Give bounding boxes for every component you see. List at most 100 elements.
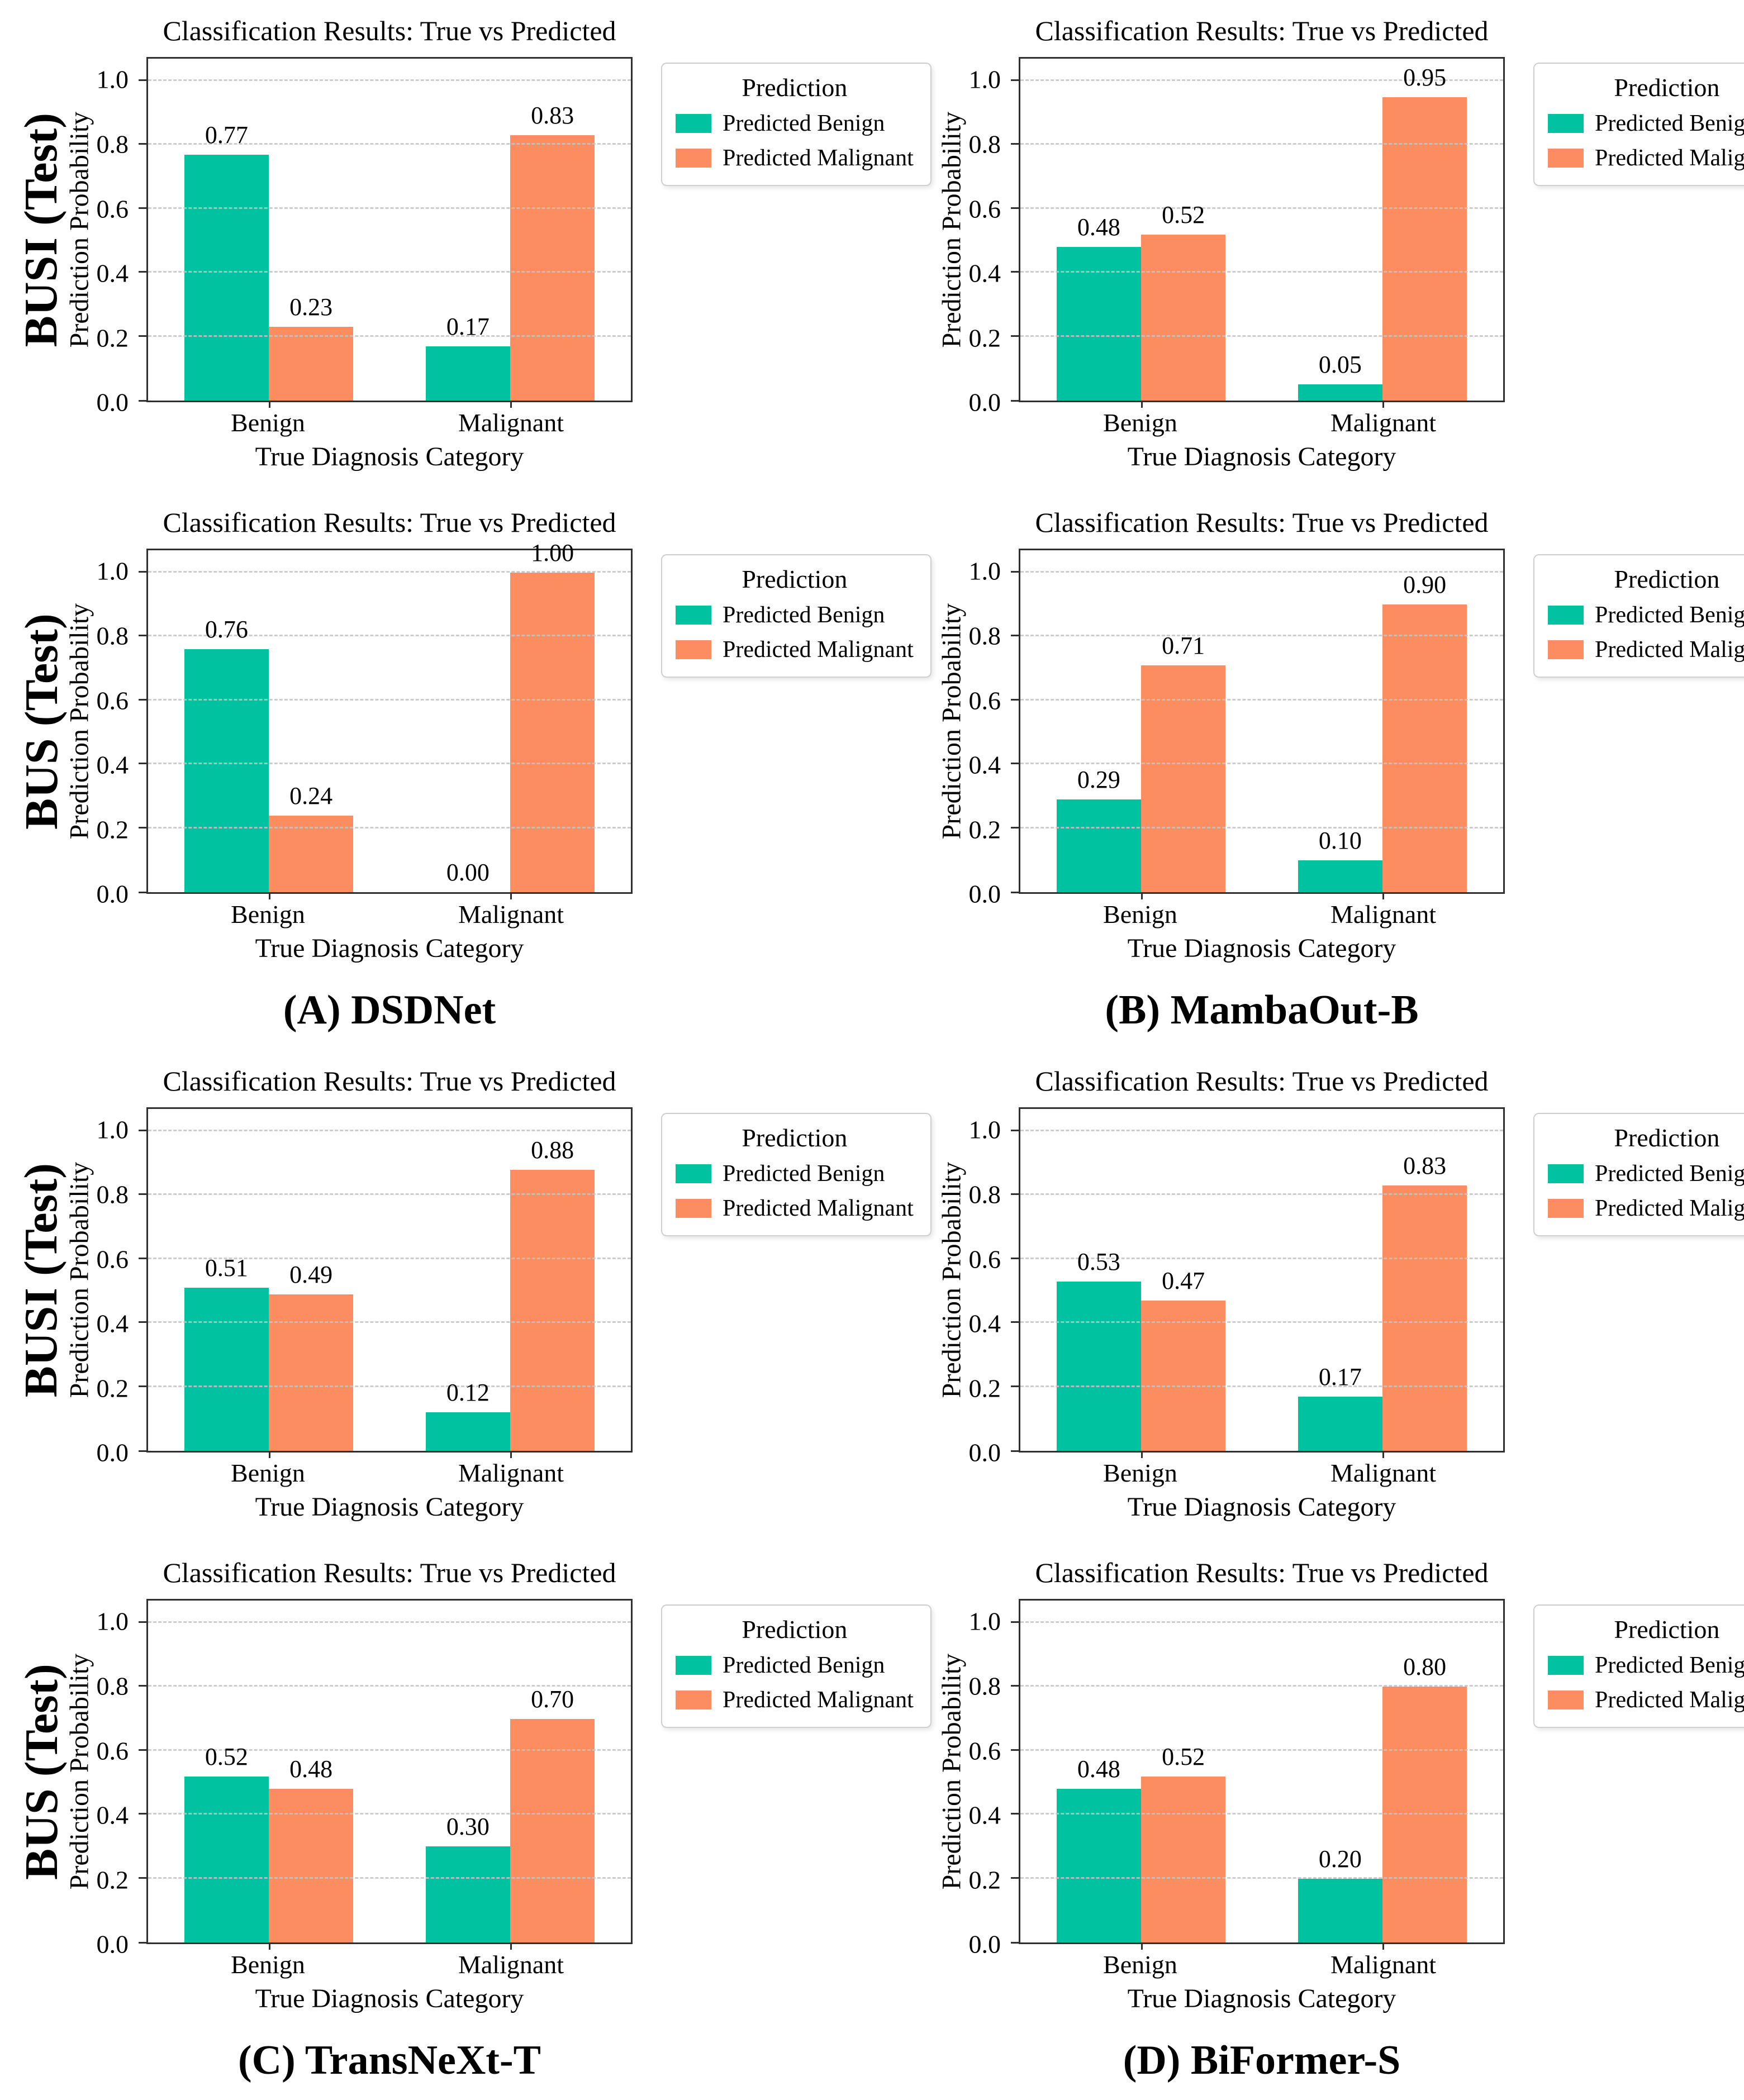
bar-predicted-malignant-true-benign [269,1789,354,1942]
legend-title: Prediction [1614,1615,1720,1644]
y-tick-label: 0.0 [96,879,129,908]
legend-title: Prediction [742,73,848,102]
legend-swatch-malignant [676,1691,711,1709]
x-axis-ticks: Benign Malignant [146,1458,633,1488]
gridline-1-0 [1020,1130,1503,1132]
bar-chart: Classification Results: True vs Predicte… [872,0,1744,492]
bar-value-label: 0.49 [289,1260,333,1288]
y-tick-label: 0.4 [96,750,129,779]
bar-value-label: 0.00 [446,859,490,886]
caption-a-text: (A) DSDNet [283,987,496,1033]
y-tick-mark [139,698,146,701]
x-axis-ticks: Benign Malignant [1019,1950,1505,1980]
bar-chart: BUSI (Test) Classification Results: True… [0,1050,932,1542]
bar-chart: BUS (Test) Classification Results: True … [0,492,932,983]
bar-predicted-benign-true-benign [184,1288,269,1451]
legend-swatch-malignant [1548,1691,1584,1709]
chart-slot-bus-biformer: Classification Results: True vs Predicte… [872,1542,1744,2034]
legend-item-predicted-malignant: Predicted Malignant [1548,1195,1744,1222]
caption-b-text: (B) MambaOut-B [1105,987,1419,1033]
y-tick-label: 0.0 [968,388,1001,417]
y-axis-ticks: 0.0 0.2 0.4 0.6 0.8 1.0 [0,549,136,908]
bar-predicted-malignant-true-benign [269,1294,354,1451]
y-tick-label: 0.4 [96,1309,129,1338]
gridline-0-2 [1020,1385,1503,1387]
y-tick-label: 0.6 [96,686,129,715]
chart-title: Classification Results: True vs Predicte… [163,15,616,46]
plot-area: 0.53 0.47 0.17 0.83 [1011,1107,1505,1458]
y-tick-mark [139,207,146,209]
y-tick-label: 0.4 [968,750,1001,779]
x-tick-mark [1141,401,1143,408]
gridline-0-4 [148,271,631,273]
plot-area: 0.51 0.49 0.12 0.88 [139,1107,633,1458]
caption-d: (D) BiFormer-S [872,2034,1744,2100]
legend-title: Prediction [1614,565,1720,593]
y-axis-ticks: 0.0 0.2 0.4 0.6 0.8 1.0 [872,1599,1009,1959]
y-tick-label: 1.0 [968,1115,1001,1144]
legend-label-malignant: Predicted Malignant [1595,637,1744,663]
legend-label-malignant: Predicted Malignant [723,637,914,663]
gridline-0-8 [148,635,631,637]
x-tick-mark [269,1451,270,1458]
legend-item-predicted-malignant: Predicted Malignant [1548,145,1744,172]
bar-chart: Classification Results: True vs Predicte… [872,492,1744,983]
bar-value-label: 0.80 [1403,1653,1447,1681]
legend-swatch-malignant [1548,640,1584,659]
legend-label-benign: Predicted Benign [1595,1161,1744,1187]
y-tick-mark [1011,1257,1019,1259]
y-tick-mark [139,1257,146,1259]
legend-item-predicted-benign: Predicted Benign [676,602,914,628]
chart-slot-bus-mambaout: Classification Results: True vs Predicte… [872,492,1744,983]
legend-label-malignant: Predicted Malignant [1595,1687,1744,1713]
y-tick-mark [139,1385,146,1387]
legend: Prediction Predicted Benign Predicted Ma… [1533,554,1744,678]
x-tick-label-malignant: Malignant [1330,900,1437,928]
caption-d-text: (D) BiFormer-S [1123,2037,1401,2083]
y-tick-label: 0.6 [96,194,129,223]
x-tick-label-malignant: Malignant [458,900,564,928]
x-tick-label-benign: Benign [231,900,305,928]
chart-slot-busi-dsdnet: BUSI (Test) Classification Results: True… [0,0,932,492]
gridline-0-6 [1020,1257,1503,1259]
x-tick-mark [1382,1451,1384,1458]
x-axis-label: True Diagnosis Category [255,442,524,472]
bar-predicted-benign-true-benign [1056,1789,1141,1942]
gridline-0-6 [1020,698,1503,701]
x-axis-label: True Diagnosis Category [255,1984,524,2013]
chart-slot-bus-transnext: BUS (Test) Classification Results: True … [0,1542,932,2034]
legend-swatch-benign [676,1656,711,1675]
y-tick-mark [1011,635,1019,637]
y-axis-ticks: 0.0 0.2 0.4 0.6 0.8 1.0 [0,1599,136,1959]
x-axis-ticks: Benign Malignant [146,1950,633,1980]
x-tick-label-malignant: Malignant [458,1950,564,1979]
y-tick-mark [139,1193,146,1196]
bar-predicted-benign-true-malignant [425,346,510,401]
gridline-0-6 [148,1257,631,1259]
x-tick-label-malignant: Malignant [1330,1950,1437,1979]
y-tick-mark [139,635,146,637]
caption-c: (C) TransNeXt-T [0,2034,872,2100]
gridline-0-6 [1020,207,1503,209]
gridline-0-4 [148,1321,631,1323]
bar-value-label: 0.77 [205,121,248,149]
gridline-0-2 [148,826,631,828]
gridline-0-8 [1020,635,1503,637]
y-axis-ticks: 0.0 0.2 0.4 0.6 0.8 1.0 [872,1107,1009,1467]
legend: Prediction Predicted Benign Predicted Ma… [661,1604,932,1728]
y-tick-mark [1011,1749,1019,1751]
y-tick-label: 1.0 [96,1115,129,1144]
y-tick-mark [1011,1877,1019,1879]
bar-value-label: 0.48 [289,1755,333,1783]
y-tick-label: 1.0 [968,1607,1001,1636]
x-tick-mark [510,892,512,899]
bar-value-label: 0.76 [205,616,248,644]
bar-value-label: 0.30 [446,1813,490,1841]
bar-value-label: 0.90 [1403,571,1447,599]
y-tick-label: 0.8 [96,130,129,159]
chart-title: Classification Results: True vs Predicte… [1035,1065,1489,1097]
y-axis-ticks: 0.0 0.2 0.4 0.6 0.8 1.0 [872,549,1009,908]
y-tick-mark [139,826,146,828]
bar-predicted-malignant-true-malignant [1382,604,1467,892]
chart-slot-bus-dsdnet: BUS (Test) Classification Results: True … [0,492,932,983]
